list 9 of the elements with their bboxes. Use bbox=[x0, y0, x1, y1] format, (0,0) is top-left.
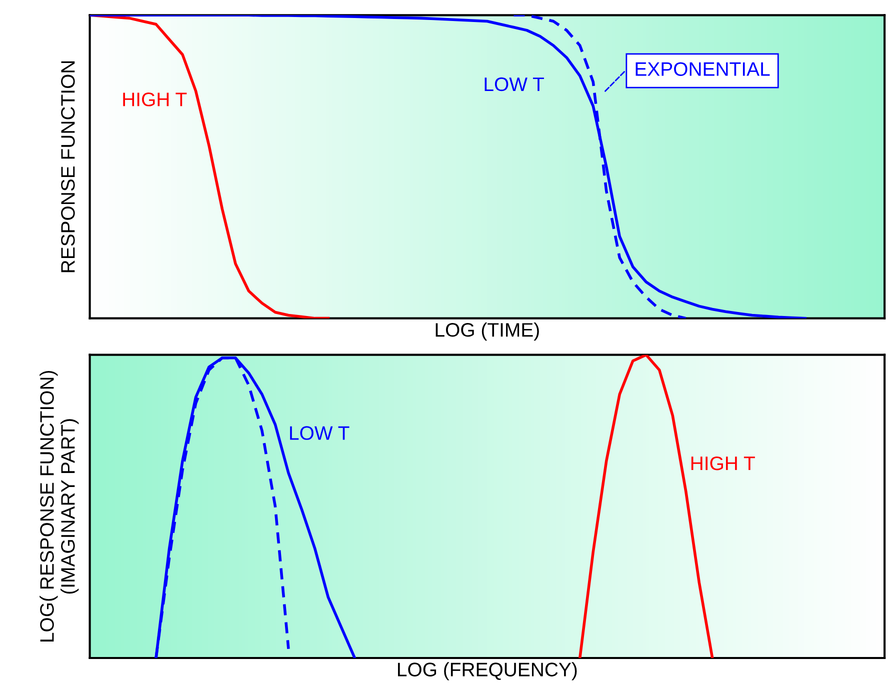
y-axis-title: LOG( RESPONSE FUNCTION) (IMAGINARY PART) bbox=[40, 370, 79, 642]
series-label: HIGH T bbox=[691, 456, 755, 470]
y-axis-title: RESPONSE FUNCTION bbox=[61, 61, 75, 272]
legend-label: EXPONENTIAL bbox=[636, 62, 770, 76]
series-label: HIGH T bbox=[123, 92, 187, 106]
series-label: LOW T bbox=[290, 426, 350, 440]
x-axis-title: LOG (TIME) bbox=[436, 322, 539, 341]
series-label: LOW T bbox=[484, 77, 544, 92]
x-axis-title: LOG (FREQUENCY) bbox=[398, 662, 577, 680]
